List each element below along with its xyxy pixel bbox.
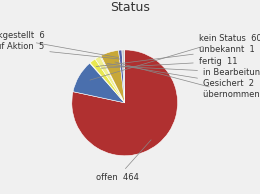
Wedge shape [95,56,125,103]
Wedge shape [73,63,125,103]
Text: vorerst zurückgestellt  6: vorerst zurückgestellt 6 [0,31,118,57]
Wedge shape [72,50,178,156]
Wedge shape [90,59,125,103]
Text: übernommen  33: übernommen 33 [115,62,260,99]
Wedge shape [90,63,125,103]
Text: wartet auf Aktion  5: wartet auf Aktion 5 [0,42,121,59]
Wedge shape [101,50,125,103]
Text: offen  464: offen 464 [96,140,151,182]
Wedge shape [119,50,125,103]
Text: kein Status  60: kein Status 60 [90,34,260,80]
Text: fertig  11: fertig 11 [101,57,237,68]
Text: in Bearbeitung  10: in Bearbeitung 10 [105,66,260,77]
Text: Gesichert  2: Gesichert 2 [107,63,254,88]
Wedge shape [100,55,125,103]
Text: unbekannt  1: unbekannt 1 [96,45,255,67]
Title: Status: Status [110,1,150,14]
Wedge shape [122,50,125,103]
